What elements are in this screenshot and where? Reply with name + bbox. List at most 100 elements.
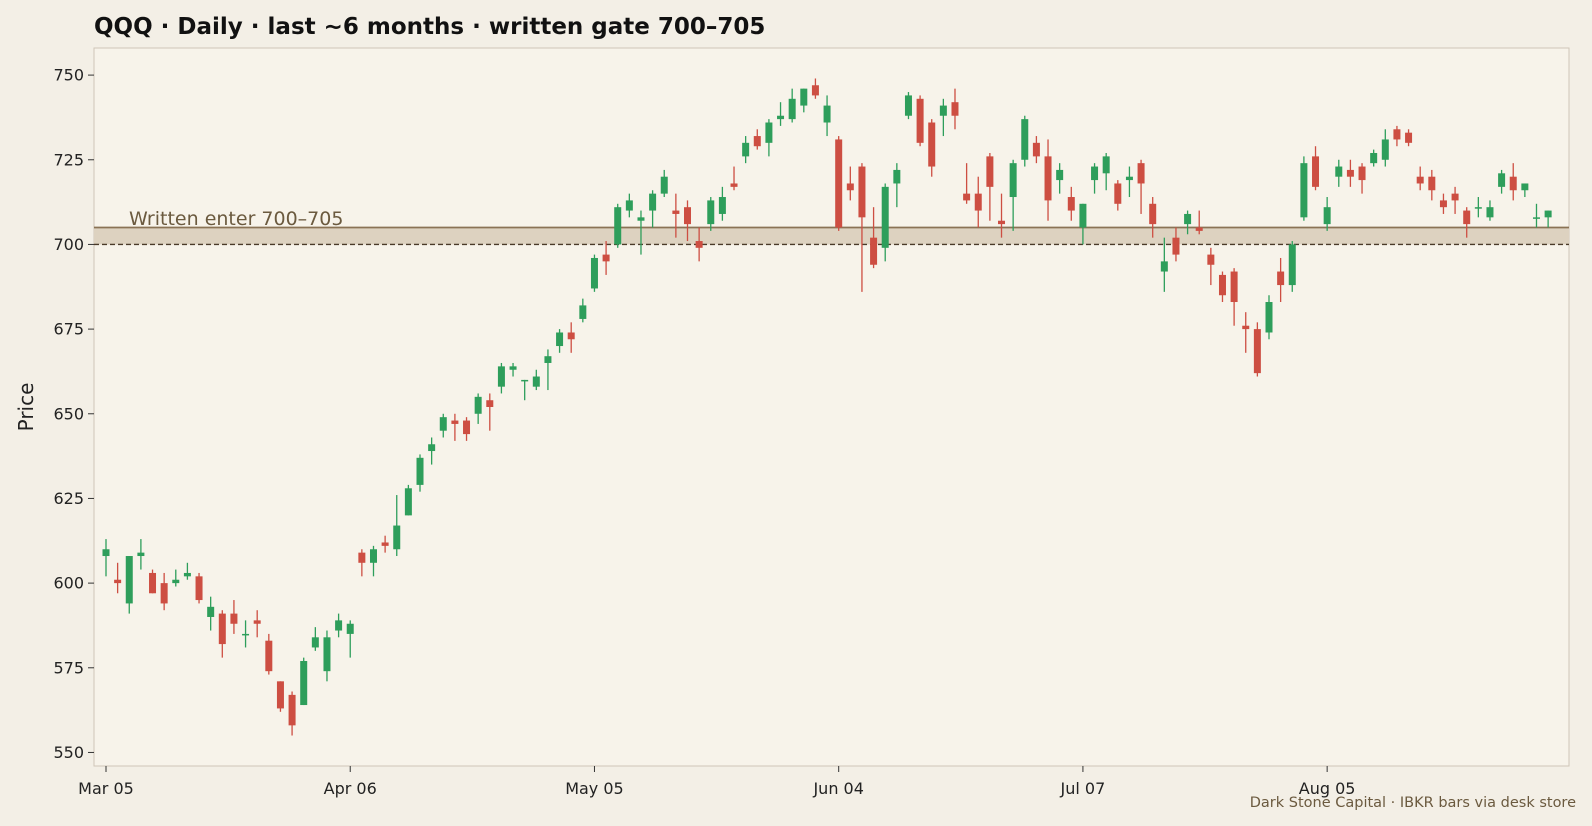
candle	[195, 572, 203, 604]
candle	[404, 484, 412, 516]
zone-label: Written enter 700–705	[129, 208, 343, 230]
candle-body	[1265, 302, 1273, 333]
candle	[149, 569, 157, 594]
candle	[765, 119, 773, 157]
candle-body	[684, 207, 691, 225]
candle	[1114, 180, 1122, 211]
x-tick-label: May 05	[565, 779, 624, 798]
candle-body	[1463, 210, 1471, 225]
y-tick-label: 625	[53, 489, 84, 508]
candle-body	[1405, 132, 1413, 143]
candle	[207, 596, 215, 631]
candle	[974, 176, 982, 228]
candle	[335, 613, 343, 638]
candle-body	[207, 606, 215, 617]
candle	[102, 539, 110, 577]
candle-body	[660, 176, 668, 194]
candle	[649, 190, 657, 228]
candle-body	[137, 552, 145, 557]
candle-body	[276, 681, 284, 709]
candle-body	[800, 88, 808, 106]
candle-body	[369, 549, 377, 563]
candle	[1149, 197, 1157, 238]
candle-body	[1451, 193, 1459, 201]
candle	[556, 329, 564, 353]
candle	[1463, 207, 1471, 238]
candle	[300, 657, 308, 706]
candle	[1509, 163, 1517, 201]
candle	[1184, 210, 1192, 235]
candle	[1218, 271, 1226, 303]
candle	[1044, 139, 1052, 221]
candle-body	[497, 366, 505, 387]
x-tick-label: Mar 05	[78, 779, 134, 798]
candle-body	[288, 694, 296, 726]
candle	[835, 136, 843, 231]
candle	[1277, 257, 1285, 303]
candle-body	[1079, 203, 1087, 228]
candle-body	[253, 620, 261, 624]
candle	[986, 152, 994, 221]
candle-body	[451, 420, 459, 424]
candle	[230, 600, 238, 634]
candle	[474, 393, 482, 424]
candle	[625, 193, 633, 218]
candle-body	[265, 640, 273, 672]
candle-body	[463, 420, 471, 435]
candle-body	[858, 166, 866, 218]
y-tick-label: 550	[53, 743, 84, 762]
candle-body	[404, 488, 412, 516]
candle	[183, 562, 191, 580]
candle	[684, 200, 691, 242]
candle-body	[1346, 169, 1354, 177]
candle-body	[881, 186, 889, 248]
candle-body	[532, 376, 540, 387]
candle-body	[602, 254, 610, 262]
candle	[311, 627, 319, 651]
candle-body	[823, 105, 831, 123]
candle	[1544, 210, 1552, 228]
candle	[369, 545, 377, 577]
candle	[1405, 129, 1413, 147]
candle-body	[1137, 163, 1145, 184]
candle-body	[1125, 176, 1133, 181]
candle-body	[1218, 274, 1226, 296]
candle	[870, 207, 878, 269]
candle-body	[1486, 207, 1494, 218]
candle	[1451, 186, 1459, 214]
candle-body	[672, 210, 680, 214]
candle	[439, 413, 447, 438]
candle-body	[765, 122, 773, 143]
y-tick-label: 750	[53, 66, 84, 85]
x-tick-label: Jun 04	[812, 779, 863, 798]
candle	[602, 241, 610, 275]
y-tick-label: 700	[53, 235, 84, 254]
candle	[695, 227, 703, 262]
candle-body	[893, 169, 901, 184]
candle	[1381, 129, 1389, 167]
candle	[1346, 159, 1354, 187]
candle	[963, 163, 971, 204]
candle	[521, 379, 529, 401]
candle	[718, 186, 726, 221]
candle	[1195, 210, 1203, 235]
candle-body	[939, 105, 947, 116]
candle-body	[1195, 227, 1203, 231]
candle-body	[1521, 183, 1529, 191]
candle	[1300, 156, 1308, 221]
candle-body	[835, 139, 843, 228]
candle-body	[1091, 166, 1099, 181]
candle-body	[300, 661, 308, 706]
y-tick-label: 600	[53, 574, 84, 593]
candle	[1416, 166, 1424, 191]
candle-body	[1370, 152, 1378, 164]
candle	[358, 549, 366, 577]
candle-body	[1207, 254, 1215, 265]
candle	[1032, 136, 1040, 164]
candle	[579, 298, 587, 323]
candle	[1067, 186, 1075, 221]
chart-title: QQQ · Daily · last ~6 months · written g…	[94, 14, 765, 40]
candle-body	[160, 583, 168, 604]
x-tick-label: Apr 06	[324, 779, 377, 798]
